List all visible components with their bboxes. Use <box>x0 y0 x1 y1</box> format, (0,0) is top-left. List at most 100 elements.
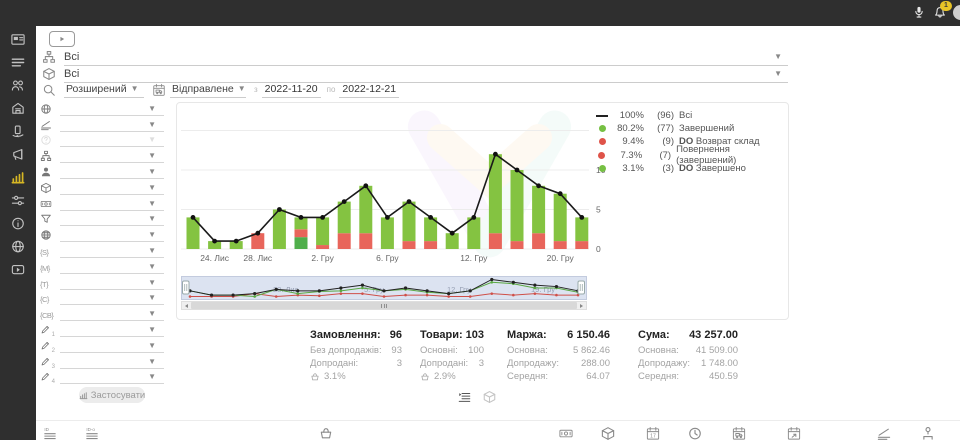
legend-item[interactable]: 9.4% (9) DO Возврат склад <box>595 135 788 148</box>
rail-users-icon[interactable] <box>10 78 26 93</box>
chart-scrollbar[interactable] <box>181 301 587 310</box>
rail-video-icon[interactable] <box>10 262 26 277</box>
avatar[interactable] <box>953 5 960 20</box>
filter-select-row[interactable]: {C} ▼ <box>40 290 164 306</box>
chevron-down-icon: ▼ <box>148 245 156 255</box>
rail-storefront-icon[interactable] <box>10 101 26 116</box>
toolbar-sitemap-user-icon[interactable] <box>920 426 936 440</box>
filter-select-row[interactable]: {S} ▼ <box>40 242 164 258</box>
date-type-select[interactable]: Відправлене ▼ <box>170 81 246 98</box>
toolbar-ruler-icon[interactable] <box>876 426 892 440</box>
toolbar-banknote-icon[interactable] <box>558 426 574 440</box>
chevron-down-icon: ▼ <box>237 84 246 93</box>
legend-item[interactable]: 3.1% (3) DO Завершено <box>595 162 788 175</box>
toolbar-calendar-17-icon[interactable]: 17 <box>645 426 661 440</box>
view-toggle-box-icon[interactable] <box>482 390 497 404</box>
scroll-left-button[interactable] <box>182 302 191 309</box>
date-to-input[interactable]: 2022-12-21 <box>339 81 400 98</box>
product-select-value: Всі <box>64 67 80 80</box>
rail-globe-icon[interactable] <box>10 239 26 254</box>
scrollbar-thumb[interactable] <box>191 302 577 309</box>
rail-hand-phone-icon[interactable] <box>10 124 26 139</box>
rail-image-card-icon[interactable] <box>10 32 26 47</box>
play-icon <box>57 34 67 44</box>
filter-select-row[interactable]: ▼ <box>40 116 164 132</box>
view-toggles <box>457 390 497 404</box>
legend-percent: 100% <box>619 110 644 122</box>
search-icon[interactable] <box>42 83 56 97</box>
legend-count: (9) <box>662 136 674 148</box>
stat-sub-value: 41 509.00 <box>695 345 738 356</box>
box-icon <box>40 182 52 194</box>
product-select[interactable]: Всі ▼ <box>42 66 788 83</box>
notifications-button[interactable]: 1 <box>933 1 952 20</box>
legend-dot-swatch <box>595 125 609 133</box>
filter-select-row[interactable]: {CB} ▼ <box>40 305 164 322</box>
filter-select-row[interactable]: 3 ▼ <box>40 353 164 370</box>
stat-value: 6 150.46 <box>567 329 610 341</box>
filter-select-row[interactable]: 2 ▼ <box>40 337 164 354</box>
legend-item[interactable]: 80.2% (77) Завершений <box>595 122 788 135</box>
filter-select-row[interactable]: ▼ <box>40 226 164 243</box>
legend-label: Завершений <box>679 123 735 135</box>
toolbar-calendar-arrow-icon[interactable] <box>786 426 802 440</box>
chevron-down-icon: ▼ <box>148 356 156 366</box>
chart-navigator[interactable]: 28. Лис 5. Гру 12. Гру 19. Гру <box>181 276 587 300</box>
pencil-icon: 4 <box>40 371 55 385</box>
filter-select-row[interactable]: ▼ <box>40 100 164 116</box>
svg-text:12. Гру: 12. Гру <box>460 253 488 263</box>
svg-text:5: 5 <box>596 205 601 215</box>
filter-select-row[interactable]: ▼ <box>40 147 164 164</box>
legend-item[interactable]: 100% (96) Всі <box>595 109 788 122</box>
rail-bar-chart-icon[interactable] <box>10 170 26 185</box>
toolbar-box-icon[interactable] <box>600 426 616 440</box>
legend-count: (77) <box>657 123 674 135</box>
toolbar-basket-icon[interactable] <box>318 426 334 440</box>
chevron-down-icon: ▼ <box>148 103 156 113</box>
toolbar-calendar-truck-icon[interactable] <box>731 426 747 440</box>
bar-chart-icon <box>79 391 88 400</box>
topbar: 1 <box>0 0 960 26</box>
brace-label: {T} <box>40 279 49 289</box>
search-mode-select[interactable]: Розширений ▼ <box>64 81 144 98</box>
toolbar-clock-icon[interactable] <box>687 426 703 440</box>
basket-icon <box>310 372 320 382</box>
legend-item[interactable]: 7.3% (7) Повернення (завершений) <box>595 144 788 166</box>
filter-select-row[interactable]: ▼ <box>40 132 164 148</box>
calendar-truck-icon <box>152 83 166 97</box>
box-icon <box>42 67 56 81</box>
stat-sub-label: Основна: <box>638 345 679 356</box>
status-group-select[interactable]: Всі ▼ <box>42 49 788 66</box>
orders-stacked-bar-chart[interactable]: 24. Лис 28. Лис 2. Гру 6. Гру 12. Гру 20. Гру… <box>179 103 611 267</box>
filter-select-row[interactable]: ▼ <box>40 179 164 195</box>
rail-list-icon[interactable] <box>10 55 26 70</box>
stat-sub-label: Без допродажів: <box>310 345 382 356</box>
question-icon <box>40 134 52 146</box>
rail-megaphone-icon[interactable] <box>10 147 26 162</box>
view-toggle-list-arrow-icon[interactable] <box>457 390 472 404</box>
filter-select-row[interactable]: 4 ▼ <box>40 369 164 385</box>
filter-select-row[interactable]: {T} ▼ <box>40 274 164 290</box>
filter-select-row[interactable]: {M} ▼ <box>40 258 164 274</box>
navigator-handle-right[interactable] <box>577 280 585 295</box>
filter-select-row[interactable]: ▼ <box>40 195 164 211</box>
rail-info-icon[interactable] <box>10 216 26 231</box>
filter-select-row[interactable]: ▼ <box>40 211 164 227</box>
scroll-right-button[interactable] <box>577 302 586 309</box>
stat-column: Маржа: 6 150.46 Основна: 5 862.46 Допродажу:… <box>507 329 610 383</box>
chevron-down-icon: ▼ <box>774 68 782 78</box>
microphone-icon[interactable] <box>912 5 926 20</box>
filter-select-row[interactable]: ▼ <box>40 163 164 179</box>
rail-sliders-icon[interactable] <box>10 193 26 208</box>
apply-filters-button[interactable]: Застосувати <box>79 387 145 403</box>
run-report-button[interactable] <box>49 31 75 47</box>
legend-dot-swatch <box>595 164 609 172</box>
basket-icon <box>420 372 430 382</box>
filter-select-row[interactable]: 1 ▼ <box>40 321 164 338</box>
navigator-handle-left[interactable] <box>182 280 190 295</box>
toolbar-id-0[interactable]: ID <box>42 426 58 440</box>
chevron-down-icon: ▼ <box>774 51 782 61</box>
toolbar-id-1[interactable]: ID-o <box>84 426 100 440</box>
date-from-input[interactable]: 2022-11-20 <box>261 81 321 98</box>
